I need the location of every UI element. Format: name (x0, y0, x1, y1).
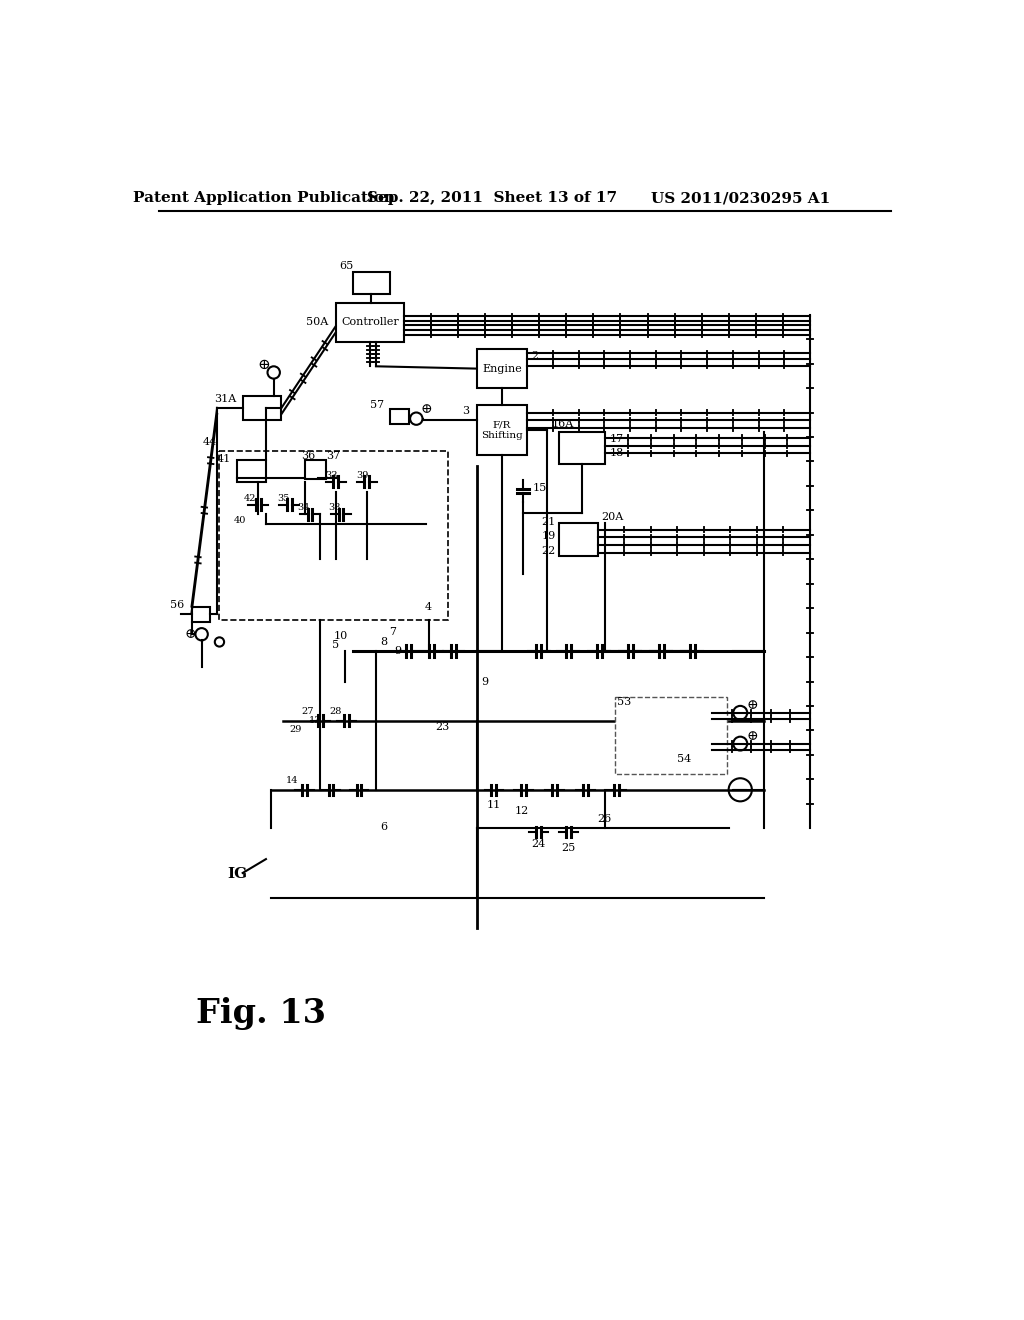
Text: ⊕: ⊕ (746, 698, 758, 711)
Text: 22: 22 (542, 546, 556, 556)
Text: 17: 17 (610, 434, 625, 445)
Text: 29: 29 (289, 725, 302, 734)
Text: 44: 44 (203, 437, 217, 446)
Text: 6: 6 (380, 822, 387, 832)
Bar (683, 734, 713, 756)
Bar (237, 461, 266, 482)
Text: 18: 18 (610, 449, 625, 458)
Text: 21: 21 (542, 517, 556, 527)
Text: 39: 39 (356, 471, 369, 480)
Text: 41: 41 (217, 454, 231, 463)
Text: 5: 5 (332, 640, 339, 649)
Text: 20A: 20A (601, 512, 623, 523)
Text: 15: 15 (532, 483, 547, 492)
Text: Controller: Controller (341, 317, 398, 327)
Text: US 2011/0230295 A1: US 2011/0230295 A1 (650, 191, 829, 206)
Text: 3: 3 (462, 407, 469, 416)
Text: 10: 10 (334, 631, 348, 640)
Bar (559, 432, 605, 465)
Text: 27: 27 (301, 706, 314, 715)
Text: 12: 12 (515, 807, 528, 816)
Bar (305, 461, 327, 479)
Bar (477, 405, 527, 455)
Text: 38: 38 (328, 503, 340, 512)
Text: 19: 19 (542, 531, 556, 541)
Text: IG: IG (227, 867, 248, 882)
Text: 2: 2 (531, 351, 539, 360)
Text: 31A: 31A (214, 395, 237, 404)
Text: 9: 9 (481, 677, 488, 686)
Text: 9: 9 (394, 647, 401, 656)
Text: 50A: 50A (306, 317, 328, 327)
Text: 34: 34 (297, 503, 309, 512)
Text: ⊕: ⊕ (257, 358, 270, 372)
Text: 4: 4 (425, 602, 432, 611)
Text: Fig. 13: Fig. 13 (197, 997, 327, 1030)
Text: 35: 35 (276, 494, 289, 503)
Text: 23: 23 (435, 722, 449, 731)
Text: 36: 36 (301, 450, 315, 461)
Bar (191, 607, 210, 622)
Text: 33: 33 (325, 471, 337, 480)
Bar (623, 705, 665, 747)
Text: 37: 37 (327, 451, 340, 462)
Text: 40: 40 (234, 516, 247, 525)
Text: Patent Application Publication: Patent Application Publication (133, 191, 394, 206)
Text: 26: 26 (597, 814, 611, 824)
Text: 7: 7 (389, 627, 396, 638)
Text: 53: 53 (616, 697, 631, 708)
Bar (477, 350, 527, 388)
Text: 8: 8 (380, 638, 387, 647)
Text: 25: 25 (561, 843, 575, 853)
Text: F/R
Shifting: F/R Shifting (481, 420, 523, 440)
Bar (243, 396, 282, 420)
Text: 24: 24 (531, 838, 546, 849)
Text: ⊕: ⊕ (421, 403, 432, 416)
Text: 57: 57 (370, 400, 384, 409)
Text: Sep. 22, 2011  Sheet 13 of 17: Sep. 22, 2011 Sheet 13 of 17 (368, 191, 617, 206)
Bar (614, 697, 727, 775)
Bar (336, 304, 403, 342)
Text: 65: 65 (339, 261, 353, 271)
Bar (352, 272, 390, 294)
Text: 11: 11 (486, 800, 501, 810)
Bar (559, 524, 598, 556)
Text: 54: 54 (677, 754, 691, 764)
Text: 56: 56 (170, 601, 183, 610)
Text: 13: 13 (309, 715, 322, 725)
Text: 42: 42 (244, 494, 257, 503)
Text: ⊕: ⊕ (184, 627, 196, 642)
Text: Engine: Engine (482, 363, 522, 374)
Text: ⊕: ⊕ (746, 729, 758, 743)
Text: 14: 14 (286, 776, 299, 785)
Bar (219, 451, 449, 620)
Text: 16A: 16A (552, 418, 573, 429)
Text: 28: 28 (330, 706, 342, 715)
Bar (390, 409, 409, 424)
